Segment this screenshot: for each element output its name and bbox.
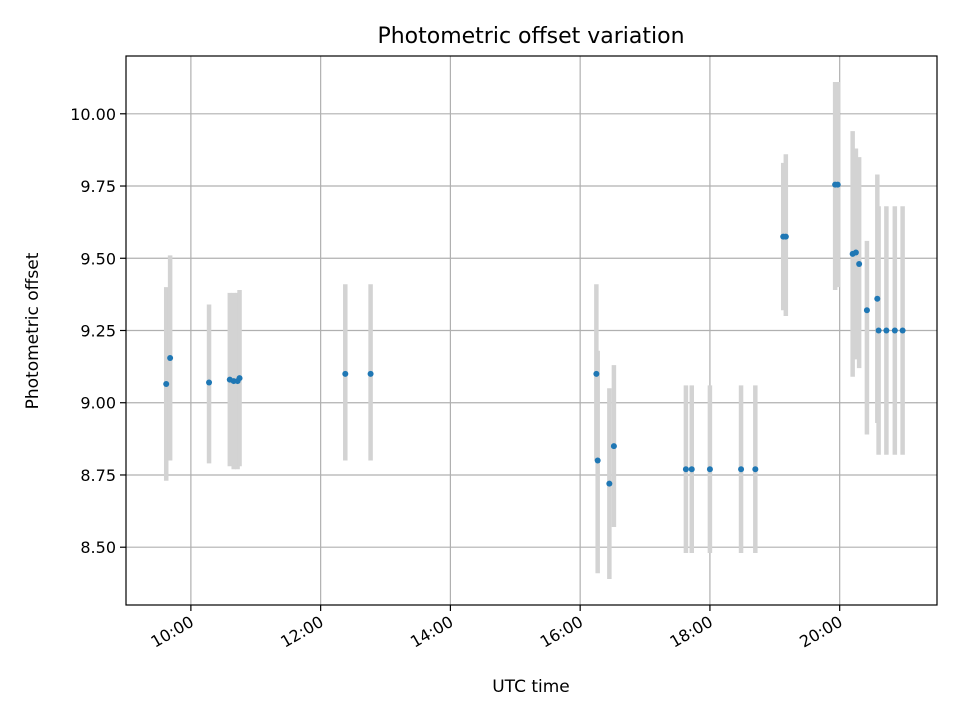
data-point xyxy=(167,354,174,361)
y-tick-label: 9.25 xyxy=(80,322,116,341)
data-point xyxy=(236,375,243,382)
data-point xyxy=(834,181,841,188)
y-tick-label: 8.75 xyxy=(80,466,116,485)
x-tick-label: 20:00 xyxy=(796,612,845,652)
data-point xyxy=(706,466,713,473)
data-point xyxy=(856,261,863,268)
x-axis-ticks: 10:00 12:00 14:00 16:00 18:00 20:00 xyxy=(147,605,846,652)
data-point xyxy=(852,249,859,256)
data-point xyxy=(610,443,617,450)
data-point xyxy=(874,295,881,302)
x-tick-label: 16:00 xyxy=(537,612,586,652)
x-axis-label: UTC time xyxy=(492,677,570,697)
x-tick-label: 14:00 xyxy=(407,612,456,652)
y-tick-label: 10.00 xyxy=(70,105,116,124)
x-tick-label: 18:00 xyxy=(666,612,715,652)
data-point xyxy=(682,466,689,473)
data-point xyxy=(738,466,745,473)
y-tick-label: 8.50 xyxy=(80,538,116,557)
data-point xyxy=(594,457,601,464)
y-axis-ticks: 8.50 8.75 9.00 9.25 9.50 9.75 10.00 xyxy=(70,105,126,557)
data-point xyxy=(863,307,870,314)
data-point xyxy=(875,327,882,334)
data-point xyxy=(606,480,613,487)
grid-lines xyxy=(126,56,937,605)
data-point xyxy=(593,370,600,377)
data-point xyxy=(163,380,170,387)
y-axis-label: Photometric offset xyxy=(23,252,43,409)
y-tick-label: 9.50 xyxy=(80,249,116,268)
data-point xyxy=(899,327,906,334)
x-tick-label: 10:00 xyxy=(147,612,196,652)
data-point xyxy=(688,466,695,473)
data-points xyxy=(163,181,906,487)
data-point xyxy=(367,370,374,377)
data-point xyxy=(342,370,349,377)
data-point xyxy=(891,327,898,334)
chart-title: Photometric offset variation xyxy=(377,24,684,49)
data-point xyxy=(883,327,890,334)
data-point xyxy=(752,466,759,473)
data-point xyxy=(206,379,213,386)
data-point xyxy=(782,233,789,240)
y-tick-label: 9.00 xyxy=(80,394,116,413)
x-tick-label: 12:00 xyxy=(277,612,326,652)
y-tick-label: 9.75 xyxy=(80,177,116,196)
